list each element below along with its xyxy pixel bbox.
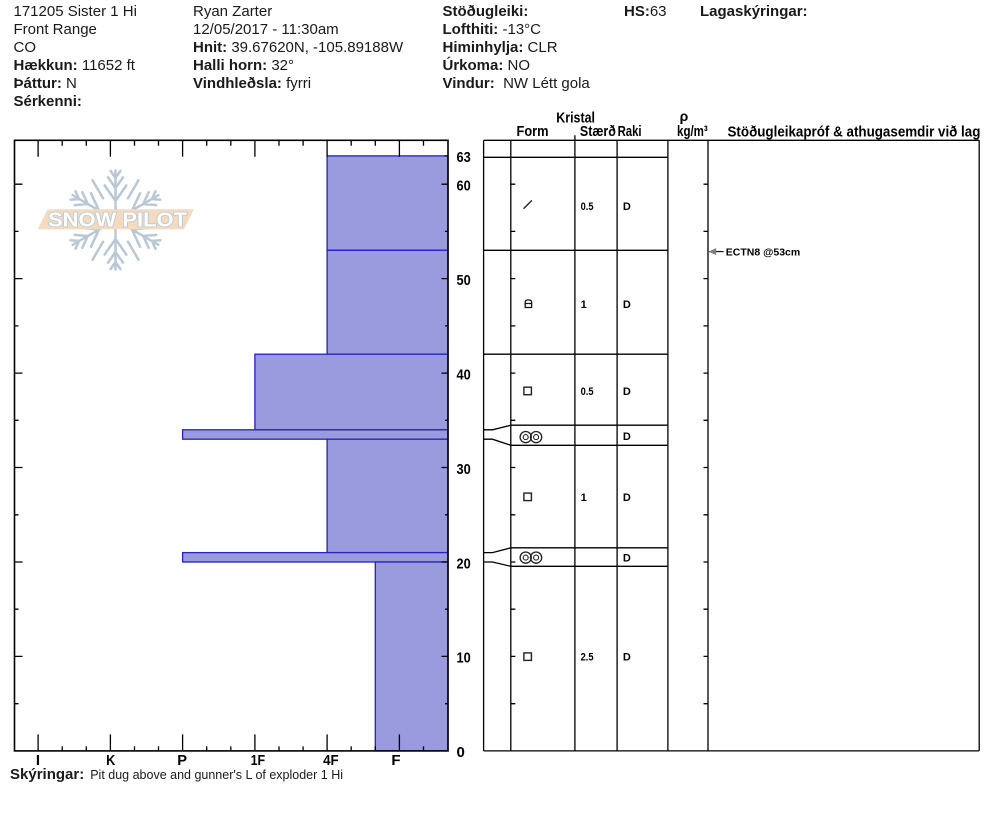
svg-text:0.5: 0.5 (581, 386, 594, 398)
svg-text:D: D (623, 386, 631, 398)
svg-text:30: 30 (457, 461, 471, 478)
svg-text:D: D (623, 201, 631, 213)
svg-text:40: 40 (457, 366, 471, 383)
svg-text:D: D (623, 492, 631, 504)
svg-text:ρ: ρ (680, 108, 689, 124)
svg-text:0: 0 (457, 744, 465, 761)
svg-text:4F: 4F (323, 752, 339, 769)
svg-text:1: 1 (581, 299, 587, 311)
svg-text:D: D (623, 299, 631, 311)
svg-text:ECTN8 @53cm: ECTN8 @53cm (726, 246, 800, 258)
svg-text:Stærð: Stærð (580, 123, 616, 140)
svg-text:1: 1 (581, 492, 587, 504)
svg-text:kg/m³: kg/m³ (677, 123, 708, 140)
svg-text:SNOW PILOT: SNOW PILOT (48, 209, 187, 231)
svg-text:Raki: Raki (618, 123, 642, 140)
svg-text:K: K (106, 752, 115, 769)
svg-text:Form: Form (517, 123, 549, 140)
svg-text:D: D (623, 652, 631, 664)
svg-text:50: 50 (457, 272, 471, 289)
svg-text:D: D (623, 553, 631, 565)
svg-text:P: P (177, 752, 187, 769)
svg-text:Kristal: Kristal (556, 110, 595, 127)
svg-text:10: 10 (457, 650, 471, 667)
svg-text:1F: 1F (251, 752, 266, 769)
svg-text:2.5: 2.5 (581, 652, 594, 664)
svg-text:F: F (391, 752, 400, 769)
svg-text:0.5: 0.5 (581, 201, 594, 213)
svg-text:20: 20 (457, 555, 471, 572)
svg-text:60: 60 (457, 178, 471, 195)
svg-text:63: 63 (457, 149, 471, 166)
svg-text:Stöðugleikapróf & athugasemdir: Stöðugleikapróf & athugasemdir við lag (728, 124, 981, 141)
svg-text:D: D (623, 431, 631, 443)
svg-text:I: I (36, 752, 40, 769)
